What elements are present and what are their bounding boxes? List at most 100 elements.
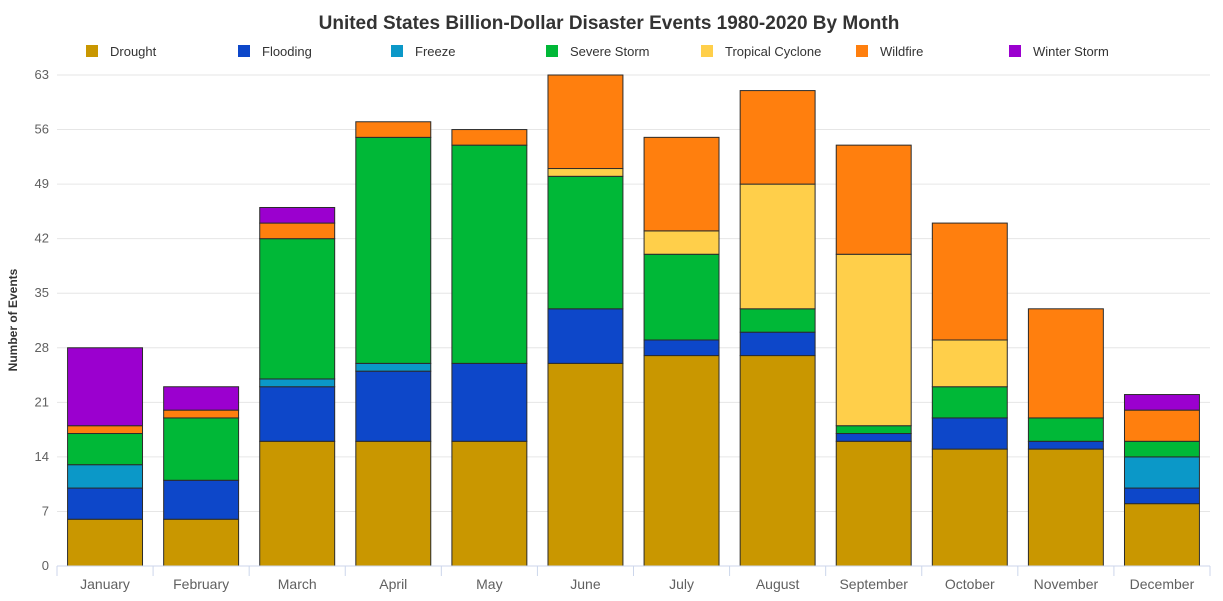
bars — [67, 74, 1200, 567]
bar-segment-severe-storm[interactable] — [835, 425, 912, 435]
bar-segment-flooding[interactable] — [451, 362, 528, 442]
bar-segment-freeze[interactable] — [259, 378, 336, 388]
bar-segment-winter-storm[interactable] — [259, 206, 336, 224]
bar-segment-severe-storm[interactable] — [451, 144, 528, 364]
bar-segment-wildfire[interactable] — [259, 222, 336, 240]
bar-segment-drought[interactable] — [355, 440, 432, 567]
bar-segment-drought[interactable] — [835, 440, 912, 567]
bar-segment-tropical-cyclone[interactable] — [931, 339, 1008, 388]
bar-segment-drought[interactable] — [1123, 503, 1200, 567]
bar-segment-winter-storm[interactable] — [67, 347, 144, 427]
legend-swatch — [701, 45, 713, 57]
bar-segment-drought[interactable] — [163, 518, 240, 567]
bar-segment-wildfire[interactable] — [163, 409, 240, 419]
y-tick-label: 42 — [35, 231, 49, 246]
y-tick-label: 56 — [35, 122, 49, 137]
bar-segment-drought[interactable] — [739, 355, 816, 567]
legend-item-flooding[interactable]: Flooding — [238, 44, 312, 59]
y-axis-label: Number of Events — [6, 268, 20, 371]
legend: Drought Flooding Freeze Severe Storm Tropica… — [86, 44, 1109, 59]
bar-stack-july — [643, 136, 720, 567]
legend-item-tropical-cyclone[interactable]: Tropical Cyclone — [701, 44, 821, 59]
bar-segment-drought[interactable] — [451, 440, 528, 567]
bar-segment-severe-storm[interactable] — [259, 238, 336, 380]
bar-segment-wildfire[interactable] — [451, 129, 528, 146]
bar-segment-severe-storm[interactable] — [643, 253, 720, 341]
y-tick-label: 14 — [35, 449, 49, 464]
bar-segment-wildfire[interactable] — [67, 425, 144, 435]
bar-segment-flooding[interactable] — [739, 331, 816, 357]
y-tick-label: 49 — [35, 176, 49, 191]
legend-label: Drought — [110, 44, 157, 59]
gridlines — [57, 74, 1210, 512]
bar-stack-october — [931, 222, 1008, 567]
bar-segment-wildfire[interactable] — [643, 136, 720, 232]
bar-segment-wildfire[interactable] — [1123, 409, 1200, 442]
bar-stack-january — [67, 347, 144, 567]
bar-segment-winter-storm[interactable] — [163, 386, 240, 411]
bar-segment-freeze[interactable] — [67, 464, 144, 489]
x-tick-label: January — [80, 576, 130, 592]
x-tick-label: July — [669, 576, 694, 592]
bar-segment-drought[interactable] — [67, 518, 144, 567]
legend-item-severe-storm[interactable]: Severe Storm — [546, 44, 649, 59]
legend-swatch — [1009, 45, 1021, 57]
legend-label: Tropical Cyclone — [725, 44, 821, 59]
bar-segment-flooding[interactable] — [547, 308, 624, 364]
bar-segment-tropical-cyclone[interactable] — [547, 168, 624, 177]
bar-segment-wildfire[interactable] — [355, 121, 432, 138]
bar-segment-severe-storm[interactable] — [739, 308, 816, 333]
bar-segment-severe-storm[interactable] — [1123, 440, 1200, 458]
x-tick-label: November — [1034, 576, 1099, 592]
x-tick-label: April — [379, 576, 407, 592]
bar-segment-wildfire[interactable] — [739, 90, 816, 185]
chart-title: United States Billion-Dollar Disaster Ev… — [319, 13, 900, 34]
bar-segment-severe-storm[interactable] — [547, 175, 624, 310]
bar-segment-flooding[interactable] — [67, 487, 144, 520]
bar-segment-flooding[interactable] — [643, 339, 720, 357]
bar-segment-drought[interactable] — [1027, 448, 1104, 567]
bar-segment-flooding[interactable] — [259, 386, 336, 442]
bar-segment-wildfire[interactable] — [1027, 308, 1104, 419]
bar-segment-drought[interactable] — [547, 362, 624, 567]
legend-item-drought[interactable]: Drought — [86, 44, 157, 59]
bar-segment-drought[interactable] — [931, 448, 1008, 567]
bar-segment-flooding[interactable] — [1027, 440, 1104, 450]
bar-segment-severe-storm[interactable] — [67, 433, 144, 466]
legend-label: Flooding — [262, 44, 312, 59]
bar-segment-wildfire[interactable] — [835, 144, 912, 255]
bar-segment-severe-storm[interactable] — [355, 136, 432, 364]
bar-segment-flooding[interactable] — [355, 370, 432, 442]
bar-segment-tropical-cyclone[interactable] — [643, 230, 720, 255]
x-axis — [56, 565, 1211, 576]
bar-segment-flooding[interactable] — [931, 417, 1008, 450]
bar-segment-severe-storm[interactable] — [931, 386, 1008, 419]
y-tick-label: 35 — [35, 285, 49, 300]
bar-segment-tropical-cyclone[interactable] — [835, 253, 912, 427]
bar-segment-flooding[interactable] — [835, 433, 912, 442]
bar-segment-freeze[interactable] — [355, 362, 432, 372]
bar-segment-flooding[interactable] — [1123, 487, 1200, 505]
bar-stack-march — [259, 206, 336, 567]
legend-item-winter-storm[interactable]: Winter Storm — [1009, 44, 1109, 59]
bar-segment-winter-storm[interactable] — [1123, 394, 1200, 411]
bar-stack-september — [835, 144, 912, 567]
legend-label: Severe Storm — [570, 44, 649, 59]
x-axis-ticks: January February March April May June July Augu… — [80, 576, 1194, 592]
legend-item-wildfire[interactable]: Wildfire — [856, 44, 923, 59]
bar-segment-drought[interactable] — [643, 355, 720, 567]
bar-segment-severe-storm[interactable] — [1027, 417, 1104, 442]
bar-segment-wildfire[interactable] — [547, 74, 624, 170]
bar-segment-drought[interactable] — [259, 440, 336, 567]
bar-segment-tropical-cyclone[interactable] — [739, 183, 816, 310]
bar-stack-february — [163, 386, 240, 567]
bar-segment-flooding[interactable] — [163, 479, 240, 520]
x-tick-label: February — [173, 576, 229, 592]
bar-segment-wildfire[interactable] — [931, 222, 1008, 341]
bar-segment-freeze[interactable] — [1123, 456, 1200, 489]
bar-segment-severe-storm[interactable] — [163, 417, 240, 481]
legend-item-freeze[interactable]: Freeze — [391, 44, 455, 59]
legend-swatch — [856, 45, 868, 57]
